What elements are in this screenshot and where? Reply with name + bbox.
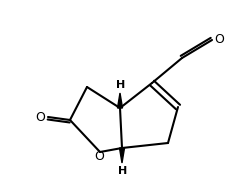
Text: O: O bbox=[214, 33, 224, 46]
Polygon shape bbox=[120, 148, 125, 163]
Text: H: H bbox=[116, 80, 126, 90]
Polygon shape bbox=[118, 93, 122, 108]
Text: H: H bbox=[118, 166, 128, 176]
Text: O: O bbox=[94, 150, 104, 163]
Text: O: O bbox=[35, 110, 45, 124]
